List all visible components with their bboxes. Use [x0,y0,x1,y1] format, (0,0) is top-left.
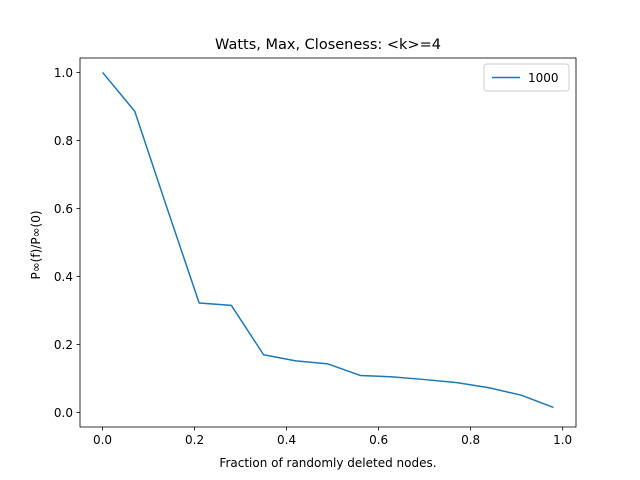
y-tick-label: 0.8 [54,134,73,148]
x-axis: 0.0 0.2 0.4 0.6 0.8 1.0 [93,427,572,447]
x-tick-label: 1.0 [553,433,572,447]
series-line-1000 [101,71,554,409]
x-axis-label: Fraction of randomly deleted nodes. [219,456,436,470]
y-tick-label: 1.0 [54,66,73,80]
x-tick-label: 0.2 [185,433,204,447]
x-tick-label: 0.4 [277,433,296,447]
y-tick-label: 0.6 [54,202,73,216]
x-tick-label: 0.6 [369,433,388,447]
chart-title: Watts, Max, Closeness: <k>=4 [215,37,441,53]
plot-area [79,57,577,428]
legend-label: 1000 [528,71,559,85]
y-axis: 0.0 0.2 0.4 0.6 0.8 1.0 [54,66,80,420]
legend: 1000 [483,63,570,92]
y-tick-label: 0.2 [54,338,73,352]
x-tick-label: 0.8 [461,433,480,447]
y-axis-label: P∞(f)/P∞(0) [29,210,43,279]
plot-frame [79,57,577,428]
legend-box [483,63,570,92]
y-tick-label: 0.0 [54,406,73,420]
x-tick-label: 0.0 [93,433,112,447]
y-tick-label: 0.4 [54,270,73,284]
